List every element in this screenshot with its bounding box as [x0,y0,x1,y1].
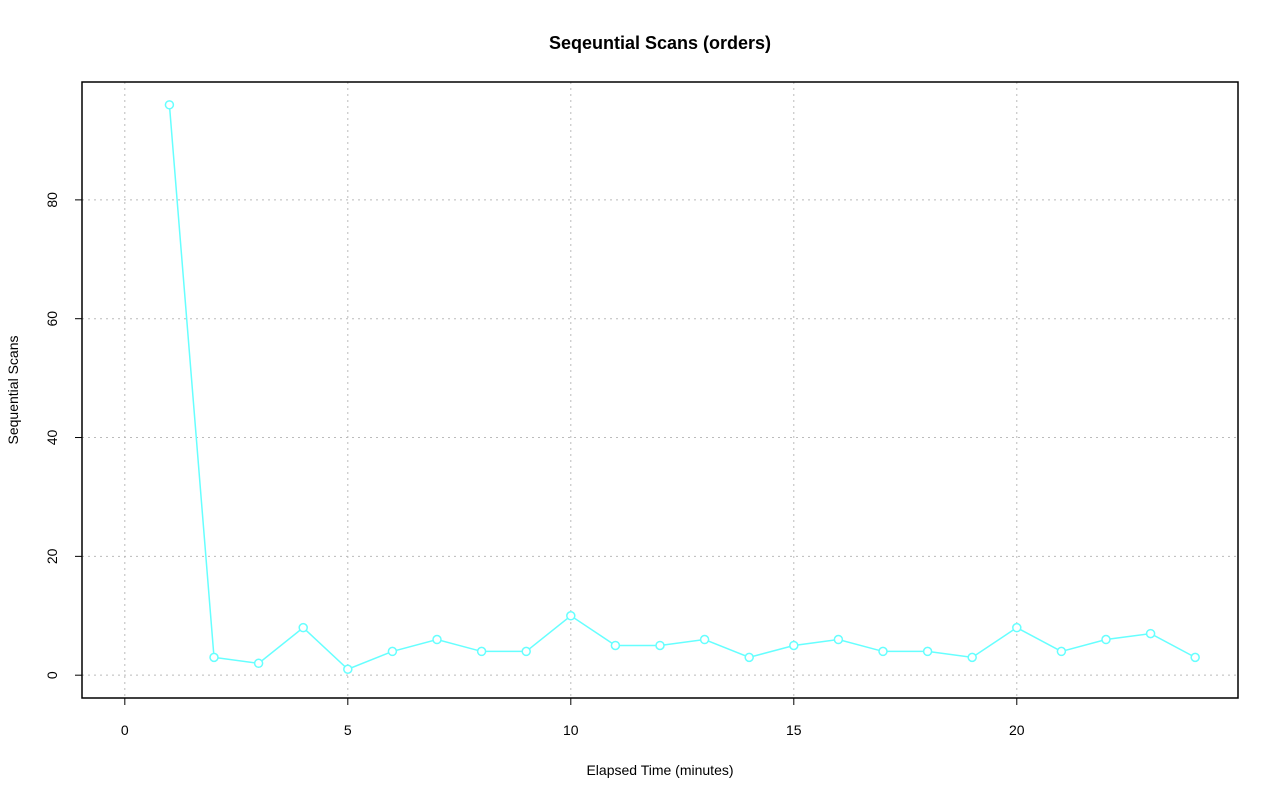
y-tick-label: 40 [44,430,60,446]
x-tick-label: 15 [786,722,802,738]
x-axis-label: Elapsed Time (minutes) [586,762,733,778]
chart-title: Seqeuntial Scans (orders) [549,33,771,53]
y-tick-label: 0 [44,671,60,679]
plot-frame [81,81,1239,699]
data-line [168,104,1196,671]
y-tick-label: 20 [44,548,60,564]
data-point [1145,628,1156,639]
data-point [1012,622,1022,633]
data-point [387,646,398,657]
data-point [833,634,844,645]
data-point [744,652,754,663]
data-point [1190,652,1200,663]
data-point [967,652,977,663]
data-point [789,640,799,651]
x-tick-label: 5 [344,722,352,738]
data-point [343,664,353,674]
data-point [1101,634,1111,645]
data-point [298,622,308,633]
y-tick-label: 60 [44,311,60,327]
data-point [566,611,576,621]
data-point [476,646,487,657]
data-point [922,646,933,657]
data-point [521,646,531,657]
data-point [610,640,621,651]
data-point [253,658,264,669]
data-point [209,652,219,663]
data-point [655,640,665,651]
x-tick-label: 0 [121,722,129,738]
x-tick-label: 10 [563,722,579,738]
x-tick-label: 20 [1009,722,1025,738]
y-tick-label: 80 [44,192,60,208]
data-point [699,634,710,645]
data-point [164,100,175,110]
data-point [432,634,442,645]
y-axis-label: Sequential Scans [5,336,21,445]
data-point [878,646,888,657]
data-point [1056,646,1067,657]
